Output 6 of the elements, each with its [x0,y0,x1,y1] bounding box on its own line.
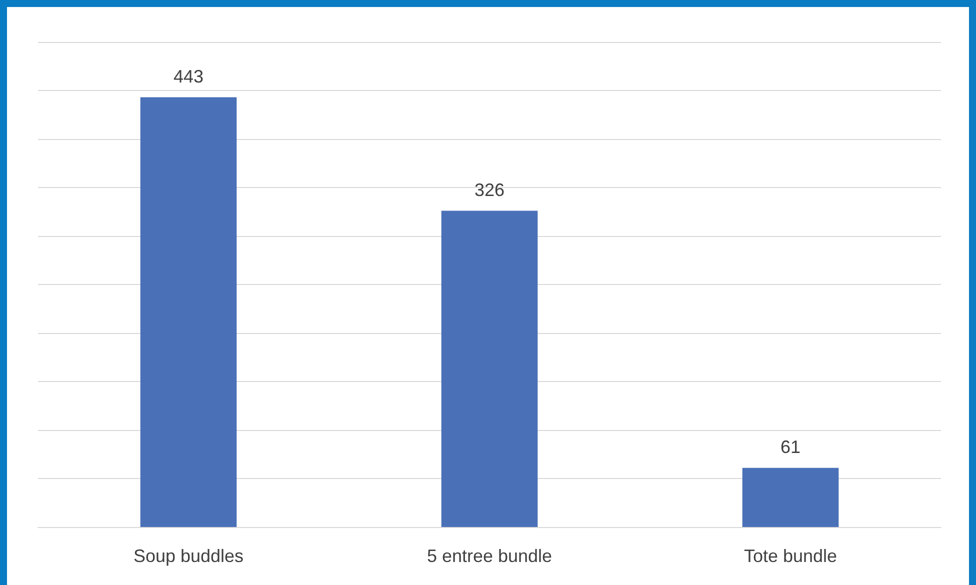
data-label: 61 [780,436,801,457]
x-tick-label: 5 entree bundle [426,546,552,566]
x-tick-label: Soup buddles [133,546,244,566]
x-tick-label: Tote bundle [744,546,838,566]
data-label: 443 [173,66,204,86]
data-label: 326 [474,180,505,200]
